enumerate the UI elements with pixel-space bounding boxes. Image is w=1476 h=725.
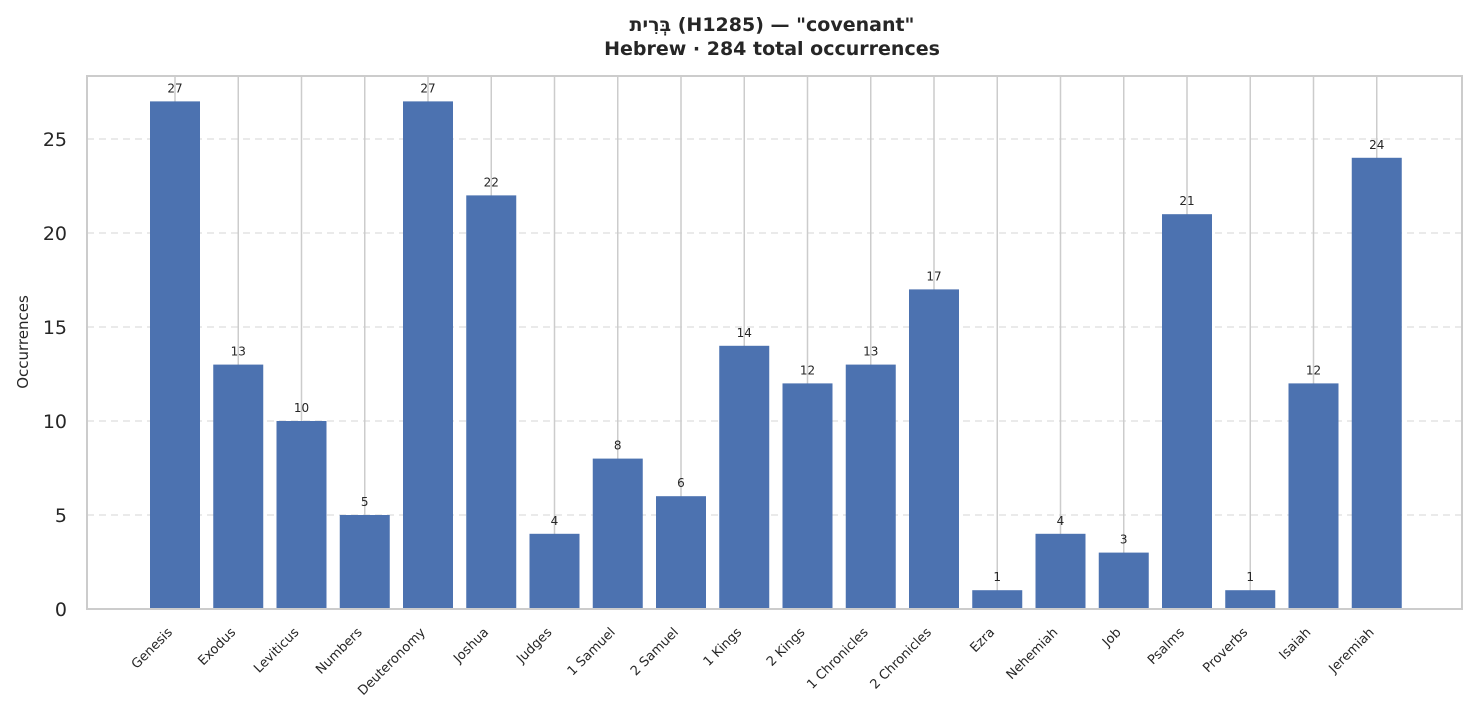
data-label: 21 <box>1179 194 1194 208</box>
bar <box>592 458 643 609</box>
bar <box>1035 533 1086 609</box>
y-tick-label: 20 <box>43 223 67 245</box>
x-tick-label: Exodus <box>195 625 239 669</box>
data-label: 1 <box>993 570 1001 584</box>
y-axis-label: Occurrences <box>14 295 32 389</box>
y-tick-label: 0 <box>55 599 67 621</box>
x-tick-label: 2 Samuel <box>628 625 682 679</box>
x-tick-label: Judges <box>513 625 555 667</box>
x-tick-label: Jeremiah <box>1326 625 1378 677</box>
data-label: 8 <box>614 439 622 453</box>
y-tick-label: 25 <box>43 129 67 151</box>
bar <box>719 345 770 609</box>
bar <box>213 364 264 609</box>
bar <box>782 383 833 609</box>
chart-title: בְּרִית (H1285) — "covenant" <box>630 14 915 36</box>
data-label: 12 <box>1306 363 1321 377</box>
chart-subtitle: Hebrew · 284 total occurrences <box>604 38 940 60</box>
x-tick-label: Joshua <box>450 625 492 667</box>
x-axis-ticks: Genesis Exodus Leviticus NumbersDeuteronomy… <box>129 625 1378 699</box>
x-tick-label: Ezra <box>967 625 998 656</box>
data-label: 13 <box>231 345 246 359</box>
y-tick-label: 15 <box>43 317 67 339</box>
x-tick-label: Nehemiah <box>1004 625 1062 683</box>
x-tick-label: Proverbs <box>1200 625 1251 676</box>
bar <box>909 289 959 609</box>
x-tick-label: Deuteronomy <box>355 625 429 699</box>
data-label: 27 <box>420 81 435 95</box>
bar <box>1098 552 1149 609</box>
x-tick-label: Isaiah <box>1277 625 1315 663</box>
bar <box>1162 214 1212 609</box>
x-tick-label: 1 Samuel <box>565 625 619 679</box>
x-tick-label: 2 Kings <box>764 625 809 670</box>
bar <box>466 195 517 610</box>
bar <box>150 101 200 609</box>
data-label: 4 <box>1057 514 1065 528</box>
x-tick-label: 1 Chronicles <box>804 625 871 692</box>
data-label: 10 <box>294 401 309 415</box>
data-label: 1 <box>1246 570 1254 584</box>
bar <box>529 533 580 609</box>
data-label: 13 <box>863 345 878 359</box>
bar <box>1225 590 1276 609</box>
data-label: 3 <box>1120 533 1128 547</box>
x-tick-label: Numbers <box>313 625 365 677</box>
bar <box>339 514 390 609</box>
bar <box>656 496 706 609</box>
x-tick-label: Genesis <box>129 625 176 672</box>
plot-frame <box>86 75 1463 610</box>
data-label: 4 <box>551 514 559 528</box>
bar <box>1351 157 1402 609</box>
data-label: 22 <box>484 175 499 189</box>
data-label: 27 <box>167 81 182 95</box>
y-tick-label: 5 <box>55 505 67 527</box>
bar <box>276 420 327 609</box>
bars <box>150 101 1402 610</box>
bar <box>403 101 453 609</box>
data-label: 24 <box>1369 138 1384 152</box>
data-label: 6 <box>677 476 685 490</box>
x-tick-label: Job <box>1099 625 1124 650</box>
x-tick-label: 1 Kings <box>701 625 746 670</box>
y-tick-label: 10 <box>43 411 67 433</box>
data-label: 12 <box>800 363 815 377</box>
y-axis-ticks: 0 5 10 15 20 25 <box>43 129 67 621</box>
bar <box>972 590 1023 609</box>
bar <box>1288 383 1339 609</box>
x-tick-label: Leviticus <box>251 625 302 676</box>
x-tick-label: 2 Chronicles <box>868 625 935 692</box>
data-label: 5 <box>361 495 369 509</box>
data-label: 17 <box>926 269 941 283</box>
x-tick-label: Psalms <box>1145 625 1188 668</box>
data-label: 14 <box>737 326 752 340</box>
bar <box>845 364 896 609</box>
